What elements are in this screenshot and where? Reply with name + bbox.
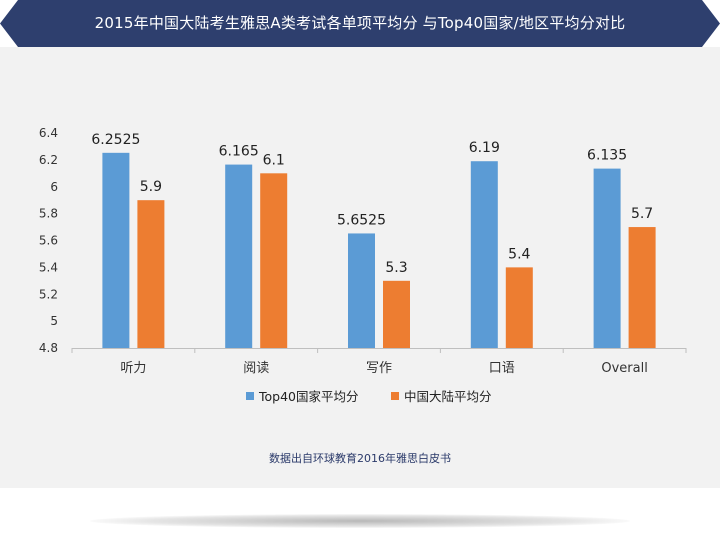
y-tick-label: 5.4 bbox=[39, 260, 58, 274]
y-tick-label: 6.2 bbox=[39, 153, 58, 167]
bar-chart: 4.855.25.45.65.866.26.4 6.25255.9听力6.1656… bbox=[39, 126, 687, 404]
y-tick-label: 4.8 bbox=[39, 341, 58, 355]
data-label: 6.1 bbox=[263, 152, 285, 168]
data-label: 5.3 bbox=[385, 260, 407, 276]
data-label: 6.19 bbox=[469, 140, 500, 156]
legend-label: 中国大陆平均分 bbox=[404, 389, 492, 404]
bar-china bbox=[505, 267, 533, 348]
title-banner: 2015年中国大陆考生雅思A类考试各单项平均分 与Top40国家/地区平均分对比 bbox=[0, 0, 720, 47]
bar-china bbox=[137, 200, 165, 348]
y-tick-label: 6 bbox=[50, 180, 58, 194]
banner-shape bbox=[0, 0, 720, 47]
source-note: 数据出自环球教育2016年雅思白皮书 bbox=[269, 452, 451, 465]
panel-shadow bbox=[90, 514, 630, 528]
legend-swatch bbox=[391, 392, 399, 400]
bar-top40 bbox=[593, 168, 621, 348]
y-tick-label: 6.4 bbox=[39, 126, 58, 140]
x-tick-label: 写作 bbox=[366, 361, 392, 376]
legend-label: Top40国家平均分 bbox=[258, 389, 359, 404]
x-tick-label: Overall bbox=[601, 361, 647, 376]
data-label: 6.165 bbox=[219, 144, 259, 160]
data-label: 6.135 bbox=[587, 148, 627, 164]
y-tick-label: 5.6 bbox=[39, 234, 58, 248]
data-label: 5.7 bbox=[631, 206, 653, 222]
data-label: 6.2525 bbox=[91, 132, 140, 148]
y-tick-label: 5 bbox=[50, 314, 58, 328]
bar-china bbox=[628, 227, 656, 348]
bar-top40 bbox=[102, 152, 130, 348]
bar-china bbox=[260, 173, 288, 348]
data-label: 5.6525 bbox=[337, 212, 386, 228]
x-tick-label: 口语 bbox=[489, 361, 515, 376]
x-tick-label: 阅读 bbox=[243, 361, 269, 376]
chart-title: 2015年中国大陆考生雅思A类考试各单项平均分 与Top40国家/地区平均分对比 bbox=[94, 14, 626, 32]
x-tick-label: 听力 bbox=[120, 361, 146, 376]
data-label: 5.4 bbox=[508, 246, 530, 262]
data-label: 5.9 bbox=[140, 179, 162, 195]
y-tick-label: 5.8 bbox=[39, 207, 58, 221]
bar-top40 bbox=[348, 233, 375, 348]
bar-china bbox=[383, 280, 410, 348]
y-tick-label: 5.2 bbox=[39, 287, 58, 301]
bar-top40 bbox=[470, 161, 498, 348]
chart-panel: 4.8 5 5.2 5.4 5.6 5.8 6 6.2 6.4 6.2525 5.9 听力 6.165 6… bbox=[0, 47, 720, 488]
legend-swatch bbox=[246, 392, 254, 400]
bar-top40 bbox=[225, 164, 253, 348]
